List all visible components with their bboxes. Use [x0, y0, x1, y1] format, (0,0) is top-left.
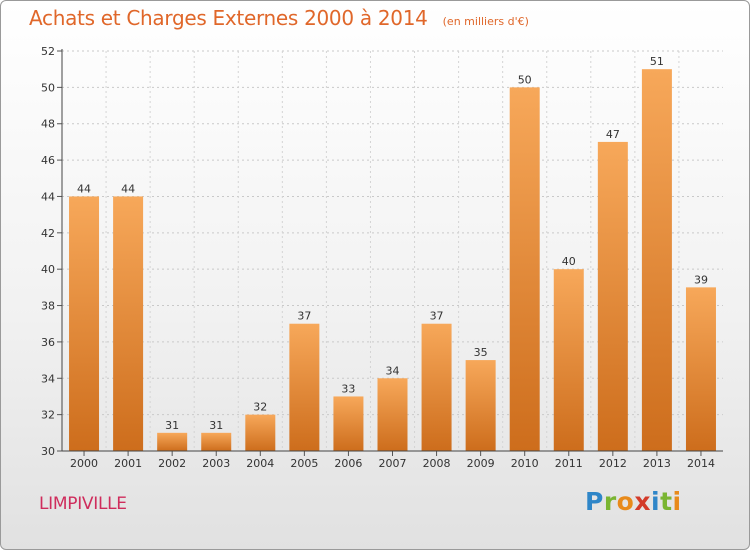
proxiti-logo: Proxiti: [585, 487, 682, 516]
y-tick-label: 48: [41, 118, 55, 131]
bar: [553, 269, 584, 451]
y-tick-label: 34: [41, 372, 55, 385]
bar-value-label: 37: [297, 310, 311, 323]
logo-letter: t: [660, 487, 673, 516]
bar: [113, 196, 144, 451]
bar-value-label: 35: [474, 346, 488, 359]
bar-value-label: 32: [253, 401, 267, 414]
x-tick-label: 2010: [511, 457, 539, 470]
y-tick-label: 44: [41, 190, 55, 203]
x-tick-label: 2008: [423, 457, 451, 470]
logo-letter: o: [616, 487, 635, 516]
bar: [377, 378, 408, 451]
bar: [509, 87, 540, 451]
bar: [201, 432, 232, 451]
bar: [333, 396, 364, 451]
x-tick-label: 2007: [379, 457, 407, 470]
x-tick-label: 2003: [202, 457, 230, 470]
bar: [597, 141, 628, 451]
logo-letter: P: [585, 487, 604, 516]
logo-letter: i: [651, 487, 661, 516]
logo-letter: x: [634, 487, 651, 516]
chart-unit: (en milliers d'€): [442, 15, 529, 28]
bar: [157, 432, 188, 451]
y-tick-label: 46: [41, 154, 55, 167]
bar: [685, 287, 716, 451]
bar-value-label: 51: [650, 55, 664, 68]
bar: [69, 196, 100, 451]
x-tick-label: 2011: [555, 457, 583, 470]
x-tick-label: 2001: [114, 457, 142, 470]
bar: [421, 323, 452, 451]
bar-value-label: 44: [77, 182, 91, 195]
y-tick-label: 42: [41, 227, 55, 240]
commune-name: LIMPIVILLE: [39, 494, 127, 514]
bar: [289, 323, 320, 451]
x-tick-label: 2009: [467, 457, 495, 470]
y-tick-label: 38: [41, 300, 55, 313]
bar-value-label: 40: [562, 255, 576, 268]
bar-value-label: 39: [694, 273, 708, 286]
y-tick-label: 50: [41, 81, 55, 94]
bar-value-label: 33: [341, 382, 355, 395]
chart-title-group: Achats et Charges Externes 2000 à 2014 (…: [29, 6, 529, 30]
y-tick-label: 32: [41, 409, 55, 422]
bar-value-label: 34: [386, 364, 400, 377]
logo-letter: r: [603, 487, 617, 516]
x-tick-label: 2014: [687, 457, 715, 470]
bar-value-label: 47: [606, 128, 620, 141]
x-tick-label: 2013: [643, 457, 671, 470]
y-tick-label: 36: [41, 336, 55, 349]
y-tick-label: 30: [41, 445, 55, 458]
x-tick-label: 2006: [334, 457, 362, 470]
x-tick-label: 2002: [158, 457, 186, 470]
bar-value-label: 50: [518, 73, 532, 86]
y-tick-label: 40: [41, 263, 55, 276]
chart-title: Achats et Charges Externes 2000 à 2014: [29, 6, 428, 30]
bar-value-label: 44: [121, 182, 135, 195]
y-tick-label: 52: [41, 45, 55, 58]
x-tick-label: 2012: [599, 457, 627, 470]
x-tick-label: 2005: [290, 457, 318, 470]
bar-value-label: 31: [165, 419, 179, 432]
bar: [245, 414, 276, 451]
bar-value-label: 37: [430, 310, 444, 323]
logo-letter: i: [672, 487, 682, 516]
x-tick-label: 2000: [70, 457, 98, 470]
bar: [465, 360, 496, 451]
x-tick-label: 2004: [246, 457, 274, 470]
bar: [641, 69, 672, 451]
bar-value-label: 31: [209, 419, 223, 432]
